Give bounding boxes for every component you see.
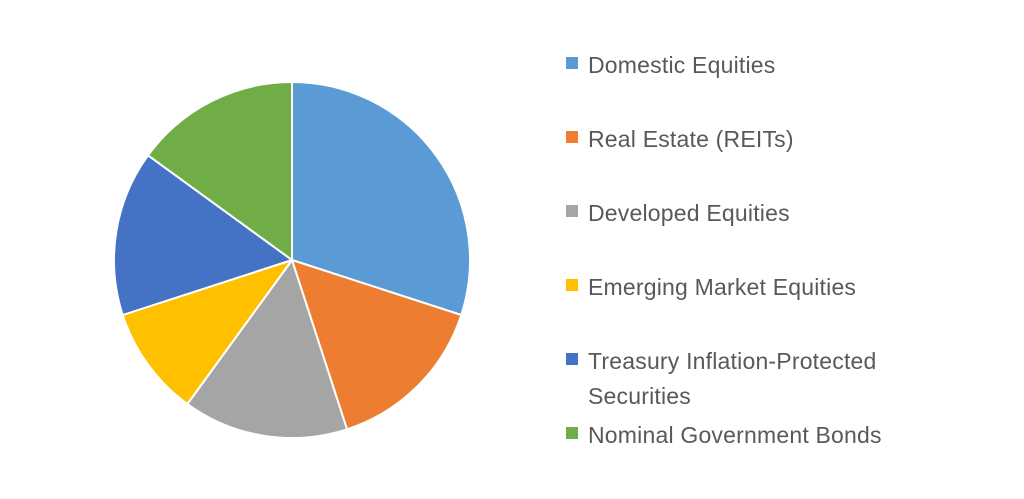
pie-slice-nominal-government-bonds	[146, 81, 293, 261]
legend-swatch	[566, 131, 578, 143]
legend-label: Real Estate (REITs)	[588, 126, 794, 152]
pie-slice-treasury-inflation-protected-securities	[113, 154, 293, 317]
legend-swatch	[566, 57, 578, 69]
legend-label: Developed Equities	[588, 200, 790, 226]
pie-slice-emerging-market-equities	[121, 259, 293, 406]
pie-slice-real-estate-reits	[291, 259, 463, 431]
legend-label: Treasury Inflation-Protected Securities	[588, 348, 877, 409]
legend-item-real-estate: Real Estate (REITs)	[566, 122, 948, 157]
legend-item-tips: Treasury Inflation-Protected Securities	[566, 344, 928, 414]
legend-label: Emerging Market Equities	[588, 274, 857, 300]
legend-swatch	[566, 353, 578, 365]
pie-slice-domestic-equities	[291, 81, 471, 317]
legend-swatch	[566, 427, 578, 439]
legend-item-developed-equities: Developed Equities	[566, 196, 948, 231]
pie-slice-developed-equities	[186, 259, 349, 439]
legend-label: Nominal Government Bonds	[588, 422, 882, 448]
legend-swatch	[566, 279, 578, 291]
legend-item-nominal-government-bonds: Nominal Government Bonds	[566, 418, 948, 453]
legend-item-emerging-market-equities: Emerging Market Equities	[566, 270, 948, 305]
legend-item-domestic-equities: Domestic Equities	[566, 48, 948, 83]
legend-label: Domestic Equities	[588, 52, 776, 78]
legend-swatch	[566, 205, 578, 217]
